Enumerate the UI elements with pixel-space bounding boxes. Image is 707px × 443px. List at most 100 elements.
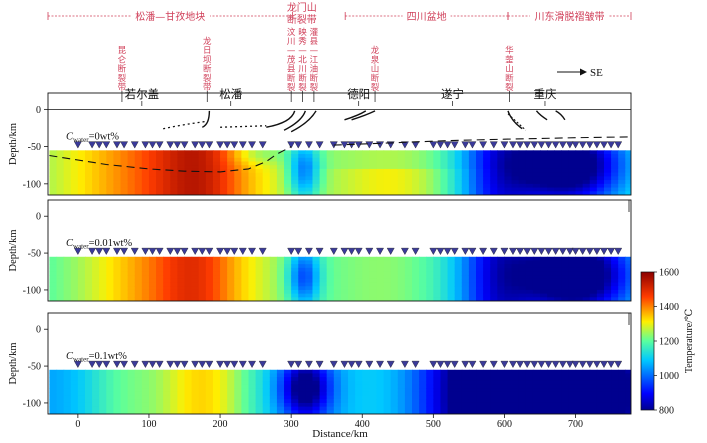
temperature-cell: [312, 373, 321, 378]
temperature-cell: [141, 180, 150, 185]
temperature-cell: [49, 187, 58, 192]
station-marker: [411, 247, 420, 255]
temperature-cell: [120, 369, 129, 375]
temperature-cell: [312, 391, 321, 397]
temperature-cell: [305, 289, 314, 295]
temperature-cell: [596, 289, 605, 295]
temperature-cell: [625, 180, 631, 185]
temperature-cell: [49, 395, 58, 400]
temperature-cell: [184, 165, 193, 170]
temperature-cell: [568, 161, 577, 166]
temperature-cell: [554, 388, 562, 393]
temperature-cell: [92, 286, 100, 291]
temperature-cell: [191, 410, 200, 414]
temperature-cell: [212, 399, 221, 404]
temperature-cell: [70, 406, 79, 411]
temperature-cell: [269, 264, 278, 269]
temperature-cell: [440, 264, 449, 269]
temperature-cell: [84, 373, 93, 378]
temperature-cell: [177, 183, 186, 189]
temperature-cell: [276, 161, 285, 166]
temperature-cell: [348, 264, 356, 269]
temperature-cell: [84, 180, 93, 185]
temperature-cell: [589, 402, 598, 408]
temperature-cell: [56, 395, 65, 400]
temperature-cell: [84, 377, 93, 382]
temperature-cell: [497, 289, 506, 295]
temperature-cell: [369, 187, 378, 192]
temperature-cell: [198, 256, 207, 262]
temperature-cell: [291, 380, 299, 386]
temperature-cell: [113, 271, 122, 276]
temperature-cell: [63, 191, 72, 195]
temperature-cell: [376, 369, 385, 375]
temperature-cell: [305, 260, 314, 265]
station-marker: [155, 360, 164, 368]
temperature-cell: [220, 150, 228, 155]
temperature-cell: [106, 183, 115, 189]
temperature-cell: [113, 154, 122, 159]
temperature-cell: [511, 399, 520, 404]
station-marker: [287, 360, 296, 368]
temperature-cell: [141, 176, 150, 181]
temperature-cell: [184, 380, 193, 386]
temperature-cell: [177, 410, 186, 414]
temperature-cell: [575, 282, 584, 287]
temperature-cell: [291, 377, 299, 382]
temperature-cell: [454, 391, 463, 397]
temperature-cell: [404, 275, 413, 280]
temperature-cell: [113, 172, 122, 177]
temperature-cell: [134, 157, 143, 163]
temperature-cell: [170, 275, 178, 280]
temperature-cell: [269, 260, 278, 265]
temperature-cell: [298, 384, 306, 389]
temperature-cell: [170, 264, 178, 269]
station-marker: [592, 360, 601, 368]
temperature-cell: [70, 267, 79, 273]
temperature-cell: [198, 161, 207, 166]
temperature-cell: [376, 180, 385, 185]
temperature-cell: [369, 191, 378, 195]
temperature-cell: [284, 384, 292, 389]
temperature-cell: [319, 256, 328, 262]
temperature-cell: [447, 388, 456, 393]
temperature-cell: [205, 369, 214, 375]
temperature-cell: [227, 282, 235, 287]
panel-frame: [47, 312, 632, 415]
temperature-cell: [99, 406, 107, 411]
temperature-cell: [454, 157, 463, 163]
temperature-cell: [241, 275, 250, 280]
temperature-cell: [241, 410, 250, 414]
temperature-cell: [305, 161, 314, 166]
station-marker: [585, 141, 594, 149]
temperature-cell: [518, 157, 527, 163]
temperature-cell: [419, 260, 427, 265]
temperature-cell: [312, 267, 321, 273]
temperature-cell: [404, 399, 413, 404]
temperature-cell: [490, 406, 498, 411]
temperature-cell: [49, 267, 58, 273]
temperature-cell: [554, 165, 562, 170]
station-marker: [95, 247, 104, 255]
temperature-cell: [561, 165, 570, 170]
temperature-cell: [390, 406, 399, 411]
temperature-cell: [419, 293, 427, 298]
temperature-cell: [284, 380, 292, 386]
temperature-cell: [156, 391, 164, 397]
temperature-cell: [99, 388, 107, 393]
temperature-cell: [227, 264, 235, 269]
temperature-cell: [227, 176, 235, 181]
temperature-cell: [227, 293, 235, 298]
fault-label-char: 川: [287, 37, 296, 47]
temperature-cell: [476, 275, 484, 280]
temperature-cell: [212, 369, 221, 375]
temperature-cell: [269, 380, 278, 386]
temperature-cell: [234, 377, 242, 382]
temperature-cell: [92, 384, 100, 389]
temperature-cell: [92, 282, 100, 287]
temperature-cell: [454, 278, 463, 284]
station-marker: [315, 247, 324, 255]
temperature-cell: [461, 406, 470, 411]
temperature-cell: [170, 369, 178, 375]
temperature-cell: [255, 289, 264, 295]
